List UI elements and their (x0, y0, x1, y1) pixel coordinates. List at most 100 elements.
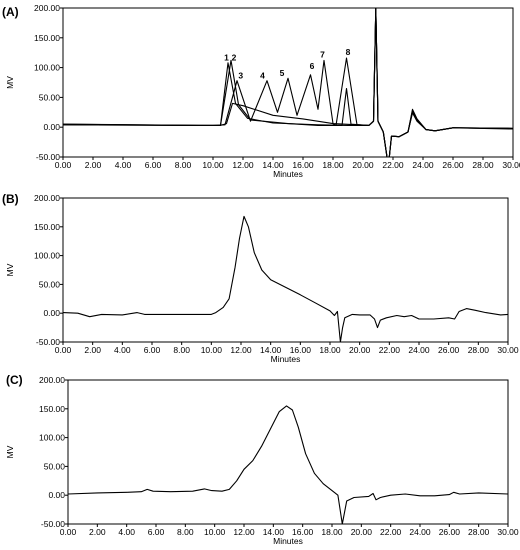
y-tick-label: 150.00 (34, 222, 60, 232)
x-tick-label: 30.00 (502, 160, 520, 170)
x-tick: 4.00 (115, 157, 132, 170)
x-tick-label: 20.00 (352, 160, 374, 170)
y-tick-label: 0.00 (43, 122, 60, 132)
x-tick: 10.00 (204, 524, 226, 537)
x-tick: 18.00 (319, 342, 341, 355)
y-tick-label: 200.00 (34, 193, 60, 203)
y-tick-label: 100.00 (34, 63, 60, 73)
y-tick-label: 200.00 (34, 3, 60, 13)
x-tick-label: 8.00 (173, 345, 190, 355)
y-tick-label: 50.00 (39, 92, 61, 102)
y-tick: 50.00 (39, 279, 63, 289)
x-tick-label: 26.00 (439, 527, 461, 537)
series-line (63, 8, 513, 157)
x-tick-label: 4.00 (114, 345, 131, 355)
x-tick-label: 28.00 (468, 527, 490, 537)
x-tick-label: 18.00 (319, 345, 341, 355)
x-tick-label: 16.00 (292, 527, 314, 537)
x-tick: 22.00 (382, 157, 404, 170)
x-tick: 8.00 (175, 157, 192, 170)
x-tick: 8.00 (173, 342, 190, 355)
y-tick: 50.00 (39, 92, 63, 102)
x-tick: 0.00 (55, 342, 72, 355)
y-tick: 200.00 (39, 375, 68, 385)
x-tick-label: 20.00 (351, 527, 373, 537)
series-line (63, 8, 513, 157)
x-axis-title: Minutes (271, 354, 301, 364)
x-tick: 24.00 (412, 157, 434, 170)
peak-label: 6 (310, 61, 315, 71)
x-tick: 30.00 (497, 524, 519, 537)
x-tick-label: 10.00 (201, 345, 223, 355)
y-tick-label: 100.00 (39, 433, 65, 443)
x-tick-label: 16.00 (290, 345, 312, 355)
x-tick-label: 22.00 (379, 345, 401, 355)
y-axis-title: MV (5, 445, 15, 458)
y-axis-title: MV (5, 76, 15, 89)
y-tick: 0.00 (43, 308, 63, 318)
x-tick: 26.00 (439, 524, 461, 537)
x-tick-label: 12.00 (233, 527, 255, 537)
x-tick-label: 18.00 (321, 527, 343, 537)
peak-label: 5 (280, 68, 285, 78)
series-line (63, 8, 513, 157)
y-tick-label: 100.00 (34, 251, 60, 261)
y-tick: 150.00 (39, 404, 68, 414)
x-tick: 10.00 (202, 157, 224, 170)
x-tick: 12.00 (230, 342, 252, 355)
x-tick-label: 22.00 (380, 527, 402, 537)
x-tick-label: 12.00 (230, 345, 252, 355)
x-tick: 24.00 (408, 342, 430, 355)
x-tick-label: 18.00 (322, 160, 344, 170)
peak-label: 4 (260, 70, 265, 80)
x-tick: 18.00 (321, 524, 343, 537)
x-tick-label: 6.00 (145, 160, 162, 170)
x-tick: 20.00 (351, 524, 373, 537)
x-tick-label: 28.00 (468, 345, 490, 355)
x-tick: 4.00 (118, 524, 135, 537)
x-tick-label: 4.00 (118, 527, 135, 537)
peak-label: 8 (346, 47, 351, 57)
x-tick-label: 26.00 (442, 160, 464, 170)
x-tick: 28.00 (472, 157, 494, 170)
y-tick-label: -50.00 (36, 337, 60, 347)
series-line (63, 215, 508, 342)
x-tick: 22.00 (379, 342, 401, 355)
x-tick: 30.00 (502, 157, 520, 170)
x-tick: 6.00 (145, 157, 162, 170)
x-tick-label: 16.00 (292, 160, 314, 170)
peak-label: 7 (320, 49, 325, 59)
x-tick: 8.00 (177, 524, 194, 537)
x-tick-label: 2.00 (85, 160, 102, 170)
plot-frame (67, 379, 509, 525)
x-tick-label: 4.00 (115, 160, 132, 170)
series-line (68, 405, 508, 524)
x-tick: 6.00 (144, 342, 161, 355)
x-tick: 0.00 (55, 157, 72, 170)
x-tick-label: 10.00 (202, 160, 224, 170)
plot-frame (62, 7, 514, 158)
y-tick-label: 200.00 (39, 375, 65, 385)
x-tick-label: 14.00 (263, 527, 285, 537)
x-tick-label: 8.00 (177, 527, 194, 537)
x-tick: 2.00 (85, 157, 102, 170)
x-tick-label: 22.00 (382, 160, 404, 170)
x-tick-label: 2.00 (84, 345, 101, 355)
y-axis-title: MV (5, 263, 15, 276)
series-line (63, 8, 513, 157)
x-tick-label: 14.00 (262, 160, 284, 170)
x-tick: 22.00 (380, 524, 402, 537)
y-tick: 150.00 (34, 33, 63, 43)
y-tick: 100.00 (34, 63, 63, 73)
x-tick-label: 0.00 (55, 345, 72, 355)
x-tick-label: 10.00 (204, 527, 226, 537)
x-tick: 16.00 (292, 157, 314, 170)
x-tick-label: 24.00 (408, 345, 430, 355)
x-tick: 2.00 (89, 524, 106, 537)
x-tick-label: 30.00 (497, 345, 519, 355)
x-axis-title: Minutes (273, 169, 303, 179)
x-tick-label: 14.00 (260, 345, 282, 355)
y-tick: 150.00 (34, 222, 63, 232)
x-tick: 0.00 (60, 524, 77, 537)
